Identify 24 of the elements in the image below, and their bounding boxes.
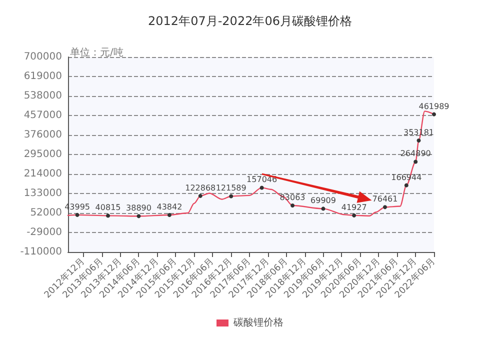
data-label: 40815 (95, 203, 121, 212)
data-label: 69909 (310, 196, 336, 206)
legend-label: 碳酸锂价格 (232, 316, 284, 328)
y-tick-label: 214000 (24, 168, 62, 180)
y-tick-label: 619000 (24, 71, 62, 82)
data-label: 41927 (341, 202, 367, 212)
data-label: 122868 (185, 183, 216, 192)
y-axis-title: 单位：元/吨 (70, 46, 124, 58)
y-tick-label: -29000 (26, 227, 62, 238)
data-label: 43842 (156, 202, 182, 212)
data-label: 38890 (126, 204, 152, 213)
y-tick-label: -110000 (20, 246, 62, 258)
y-tick-label: 52000 (30, 208, 62, 218)
data-label: 121589 (216, 184, 246, 193)
data-label: 461989 (418, 102, 450, 111)
y-tick-label: 133000 (24, 188, 62, 199)
y-tick-label: 457000 (24, 110, 62, 121)
y-tick-label: 700000 (24, 52, 62, 62)
y-tick-label: 538000 (24, 90, 62, 102)
data-label: 76461 (372, 194, 398, 204)
data-label: 157046 (246, 175, 278, 184)
y-tick-label: 376000 (24, 130, 62, 140)
y-tick-label: 295000 (24, 149, 62, 160)
chart-title: 2012年07月-2022年06月碳酸锂价格 (148, 14, 352, 28)
